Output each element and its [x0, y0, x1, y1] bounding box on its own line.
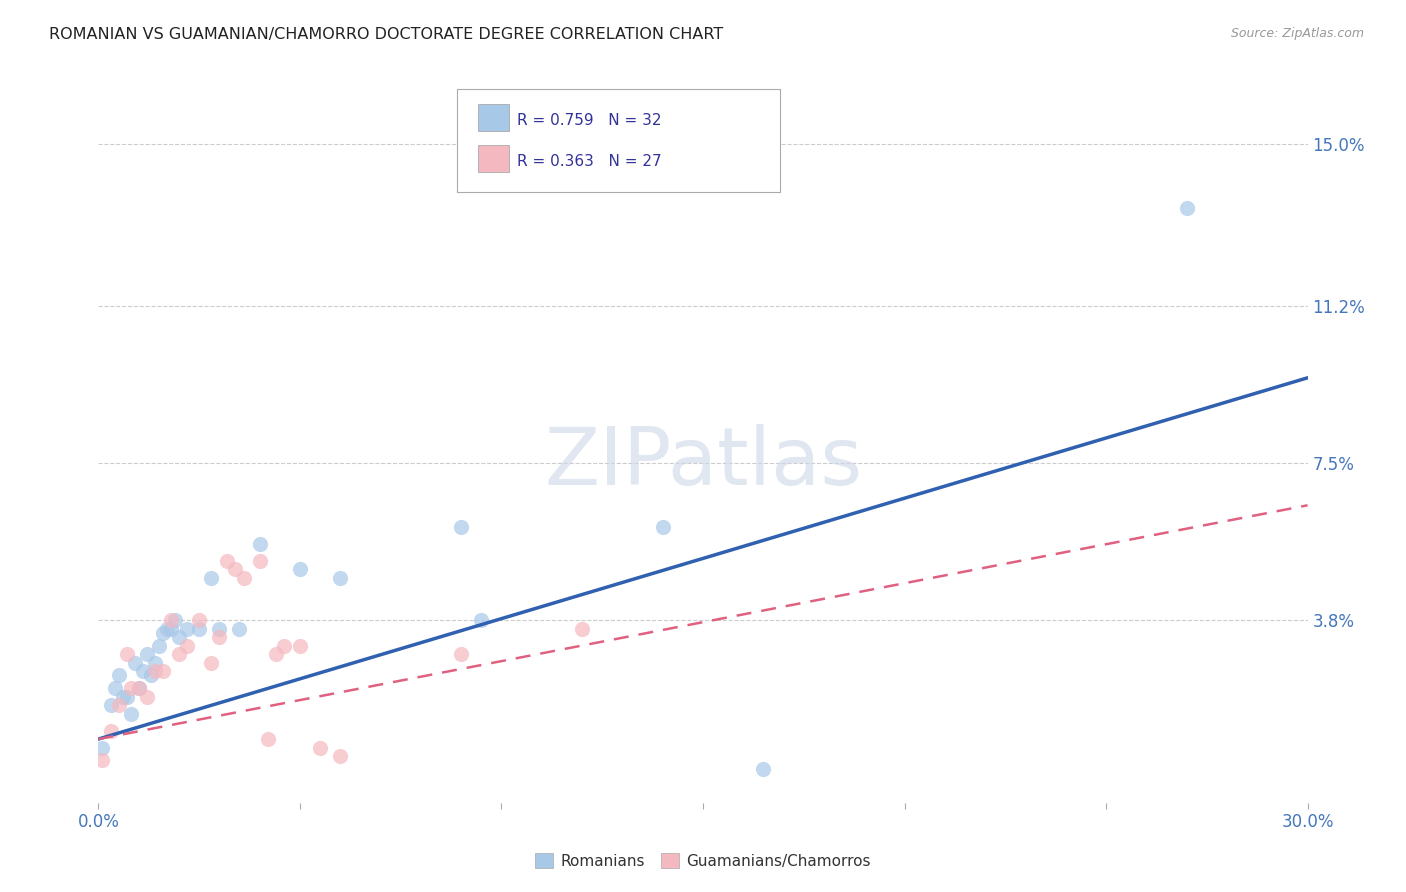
Point — [200, 570, 222, 584]
Point — [107, 668, 129, 682]
Point — [571, 622, 593, 636]
Point — [273, 639, 295, 653]
Point — [256, 732, 278, 747]
Point — [160, 613, 183, 627]
Point — [120, 681, 142, 695]
Point — [91, 753, 114, 767]
Point — [115, 647, 138, 661]
Point — [91, 740, 114, 755]
Text: R = 0.759   N = 32: R = 0.759 N = 32 — [517, 113, 662, 128]
Point — [288, 639, 311, 653]
Point — [167, 630, 190, 644]
Point — [470, 613, 492, 627]
Point — [100, 698, 122, 712]
Point — [176, 639, 198, 653]
Point — [148, 639, 170, 653]
Point — [124, 656, 146, 670]
Point — [128, 681, 150, 695]
Point — [249, 536, 271, 550]
Point — [107, 698, 129, 712]
Point — [143, 664, 166, 678]
Point — [1175, 201, 1198, 215]
Point — [120, 706, 142, 721]
Point — [329, 749, 352, 764]
Point — [167, 647, 190, 661]
Text: ROMANIAN VS GUAMANIAN/CHAMORRO DOCTORATE DEGREE CORRELATION CHART: ROMANIAN VS GUAMANIAN/CHAMORRO DOCTORATE… — [49, 27, 724, 42]
Point — [450, 519, 472, 533]
Point — [188, 622, 211, 636]
Point — [135, 690, 157, 704]
Text: R = 0.363   N = 27: R = 0.363 N = 27 — [517, 154, 662, 169]
Point — [135, 647, 157, 661]
Point — [103, 681, 125, 695]
Point — [139, 668, 162, 682]
Point — [160, 622, 183, 636]
Point — [111, 690, 134, 704]
Point — [249, 553, 271, 567]
Point — [132, 664, 155, 678]
Text: Source: ZipAtlas.com: Source: ZipAtlas.com — [1230, 27, 1364, 40]
Point — [163, 613, 186, 627]
Point — [651, 519, 673, 533]
Point — [329, 570, 352, 584]
Point — [309, 740, 332, 755]
Point — [156, 622, 179, 636]
Point — [224, 562, 246, 576]
Point — [450, 647, 472, 661]
Point — [143, 656, 166, 670]
Point — [208, 622, 231, 636]
Point — [188, 613, 211, 627]
Point — [232, 570, 254, 584]
Point — [152, 664, 174, 678]
Point — [288, 562, 311, 576]
Point — [752, 762, 775, 776]
Point — [176, 622, 198, 636]
Point — [228, 622, 250, 636]
Text: ZIPatlas: ZIPatlas — [544, 425, 862, 502]
Point — [128, 681, 150, 695]
Point — [115, 690, 138, 704]
Point — [208, 630, 231, 644]
Point — [152, 625, 174, 640]
Point — [264, 647, 287, 661]
Point — [217, 553, 239, 567]
Legend: Romanians, Guamanians/Chamorros: Romanians, Guamanians/Chamorros — [529, 847, 877, 875]
Point — [200, 656, 222, 670]
Point — [100, 723, 122, 738]
